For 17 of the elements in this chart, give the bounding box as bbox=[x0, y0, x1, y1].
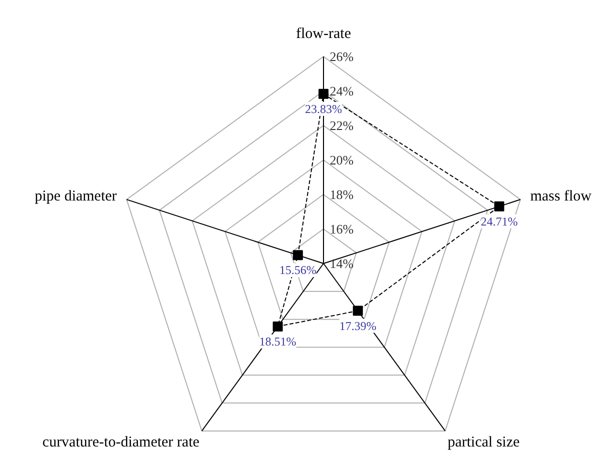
spoke-label: mass flow bbox=[530, 188, 592, 204]
data-label: 17.39% bbox=[339, 318, 376, 333]
spoke-label: flow-rate bbox=[296, 26, 352, 42]
data-label: 18.51% bbox=[259, 334, 296, 348]
spoke-label: pipe diameter bbox=[34, 188, 117, 204]
y-tick-label: 18% bbox=[330, 187, 354, 202]
y-tick-label: 26% bbox=[330, 49, 354, 64]
y-tick-label: 22% bbox=[330, 118, 354, 133]
y-tick-label: 24% bbox=[330, 84, 354, 98]
spoke-label: partical size bbox=[448, 434, 520, 450]
data-label: 23.83% bbox=[305, 102, 342, 116]
y-tick-label: 14% bbox=[330, 256, 354, 271]
spoke-label: curvature-to-diameter rate bbox=[42, 434, 200, 450]
y-tick-label: 20% bbox=[330, 152, 354, 168]
data-label: 15.56% bbox=[279, 263, 316, 278]
y-tick-label: 16% bbox=[330, 222, 354, 236]
data-label: 24.71% bbox=[480, 214, 518, 228]
